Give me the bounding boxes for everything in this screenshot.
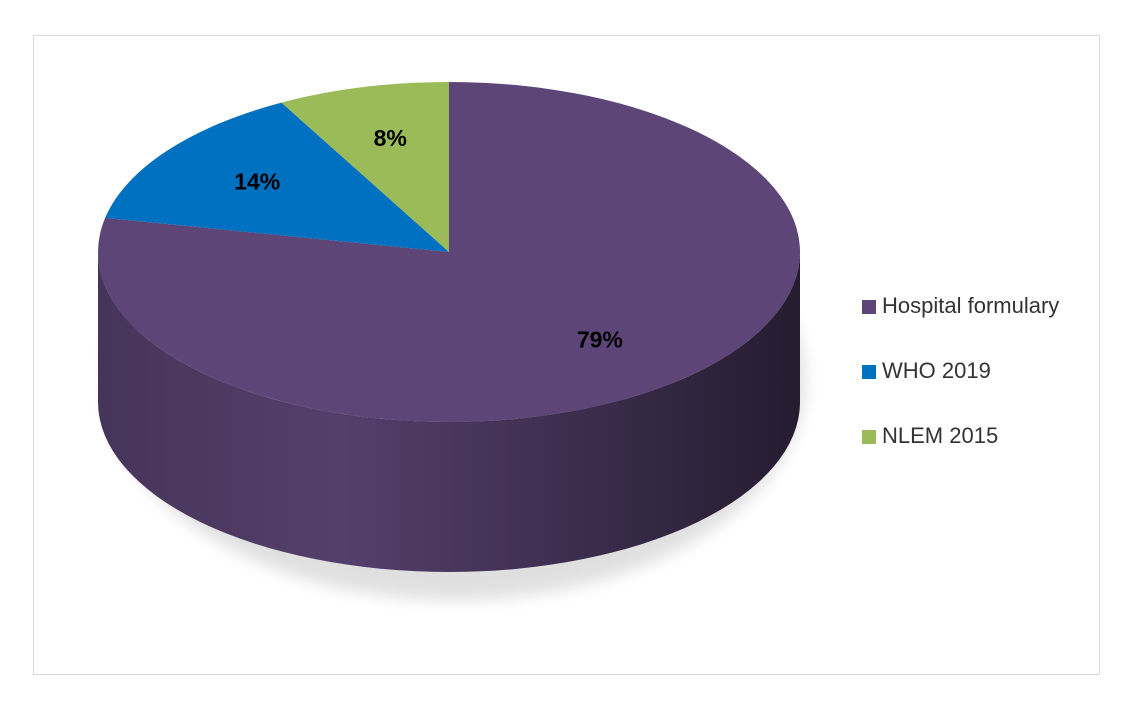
pie-slice: [98, 82, 801, 422]
value-label: 8%: [374, 125, 407, 151]
legend-label: NLEM 2015: [882, 423, 998, 448]
pie-slice: [105, 102, 449, 252]
value-label: 14%: [234, 168, 280, 194]
value-label: 79%: [577, 327, 623, 353]
pie-slice: [281, 82, 449, 252]
legend-swatch: [862, 430, 876, 444]
pie-side-shade: [98, 252, 800, 572]
legend-label: WHO 2019: [882, 358, 991, 383]
pie: 79% 14% 8%: [98, 82, 801, 572]
legend-swatch: [862, 300, 876, 314]
legend-swatch: [862, 365, 876, 379]
legend: Hospital formulary WHO 2019 NLEM 2015: [862, 293, 1059, 448]
legend-label: Hospital formulary: [882, 293, 1059, 318]
